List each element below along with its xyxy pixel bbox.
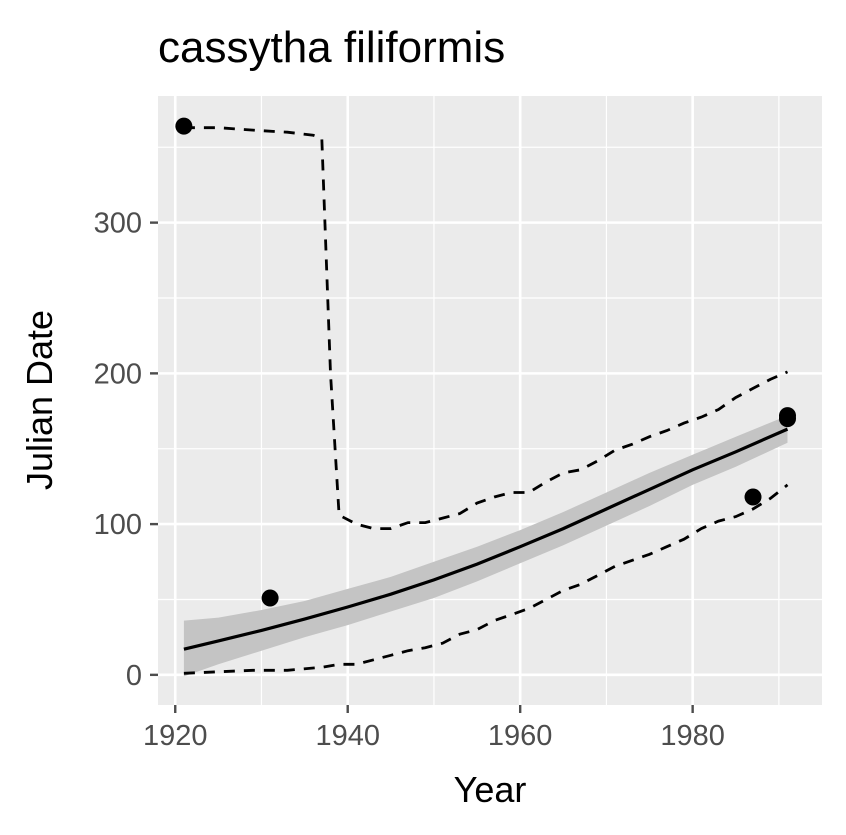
data-point (175, 117, 193, 135)
lower-quantile-line (183, 483, 789, 675)
y-axis-title: Julian Date (19, 310, 60, 490)
x-tick-label: 1980 (660, 720, 725, 752)
y-tick-label: 100 (94, 509, 142, 541)
fit-line (183, 427, 789, 651)
y-tick-label: 0 (126, 660, 142, 692)
x-axis-title: Year (454, 769, 527, 810)
y-tick-label: 200 (94, 358, 142, 390)
upper-quantile-line (183, 126, 789, 530)
x-tick-label: 1920 (143, 720, 208, 752)
x-tick-label: 1940 (315, 720, 380, 752)
y-tick-label: 300 (94, 208, 142, 240)
data-point (779, 407, 797, 425)
data-point (744, 488, 762, 506)
data-point (261, 589, 279, 607)
x-axis: 1920 1940 1960 1980 (143, 705, 725, 752)
data-points (175, 117, 797, 607)
y-axis: 0 100 200 300 (94, 208, 158, 692)
x-tick-label: 1960 (488, 720, 553, 752)
chart-title: cassytha filiformis (158, 23, 505, 72)
